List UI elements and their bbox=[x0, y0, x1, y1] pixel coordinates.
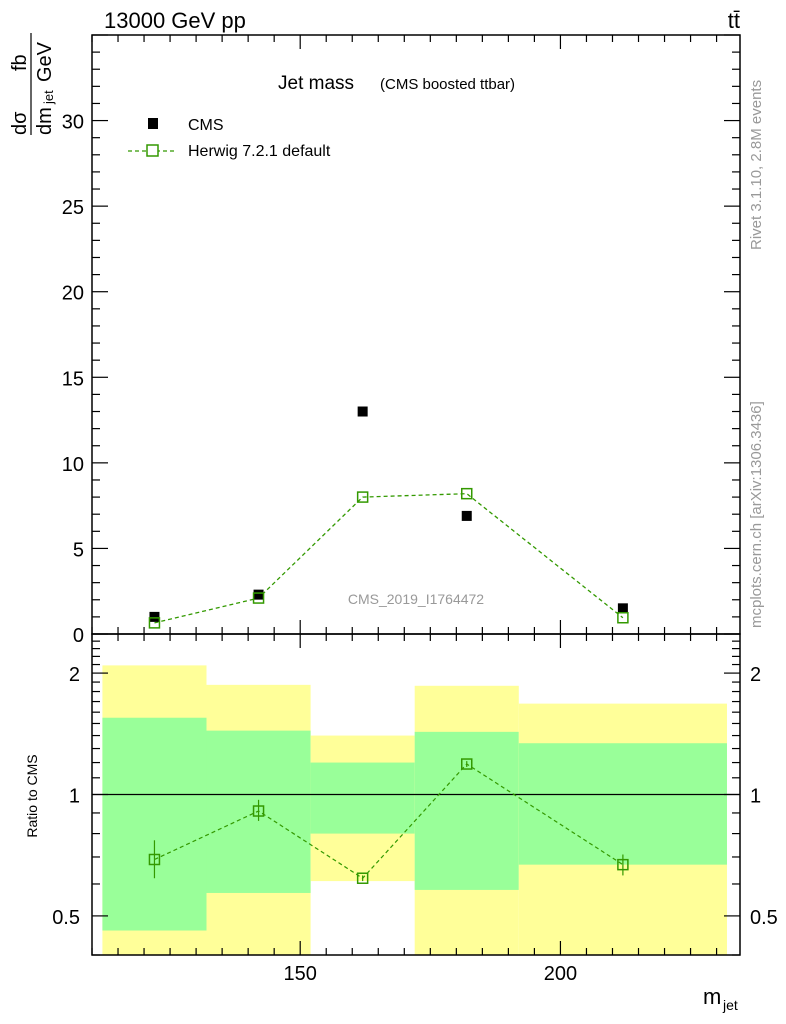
cms-point bbox=[461, 510, 472, 521]
ratio-y-tick-label-right: 2 bbox=[750, 664, 761, 686]
plot-title: Jet mass bbox=[278, 73, 354, 94]
ratio-y-tick-label: 0.5 bbox=[52, 907, 80, 929]
ratio-band-inner bbox=[102, 717, 207, 931]
herwig-point bbox=[356, 491, 369, 503]
rivet-version-label: Rivet 3.1.10, 2.8M events bbox=[748, 80, 765, 250]
herwig-point bbox=[252, 592, 265, 604]
ratio-ylabel: Ratio to CMS bbox=[24, 754, 40, 837]
legend-herwig-marker bbox=[146, 144, 159, 157]
y-tick-label: 30 bbox=[62, 112, 84, 134]
ratio-band-inner bbox=[310, 762, 415, 834]
y-tick-label: 20 bbox=[62, 283, 84, 305]
x-tick-label: 200 bbox=[544, 963, 577, 985]
legend-cms-label: CMS bbox=[188, 117, 224, 134]
ratio-y-tick-label-right: 0.5 bbox=[750, 907, 778, 929]
ratio-bands bbox=[102, 665, 727, 955]
y-tick-label: 10 bbox=[62, 454, 84, 476]
cms-point bbox=[253, 589, 264, 600]
ylabel-den: dm bbox=[34, 107, 56, 135]
cms-point bbox=[617, 603, 628, 614]
y-tick-label: 25 bbox=[62, 197, 84, 219]
herwig-point bbox=[460, 487, 473, 500]
legend-cms-marker bbox=[148, 118, 158, 129]
source-label: mcplots.cern.ch [arXiv:1306.3436] bbox=[748, 401, 765, 628]
ratio-band-inner bbox=[518, 743, 727, 865]
axes: 150 200 0 5 10 15 20 25 30 0.5 0.5 1 1 2 2 bbox=[52, 34, 778, 985]
y-tick-label: 15 bbox=[62, 368, 84, 390]
ratio-y-tick-label: 1 bbox=[69, 786, 80, 808]
main-ylabel: dσ dm jet fb GeV bbox=[9, 33, 56, 135]
y-tick-label: 0 bbox=[73, 625, 84, 647]
ratio-y-tick-label-right: 1 bbox=[750, 786, 761, 808]
herwig-point bbox=[617, 611, 629, 624]
ylabel-den-sub: jet bbox=[41, 90, 56, 105]
cms-point bbox=[149, 611, 160, 622]
yunit-num: fb bbox=[9, 54, 31, 71]
ratio-y-tick-label: 2 bbox=[69, 664, 80, 686]
y-tick-label: 5 bbox=[73, 539, 84, 561]
ratio-herwig-point bbox=[356, 872, 369, 884]
legend-herwig-label: Herwig 7.2.1 default bbox=[188, 143, 331, 160]
x-tick-label: 150 bbox=[284, 963, 317, 985]
data-marks bbox=[148, 406, 629, 884]
process-label: tt̄ bbox=[728, 8, 740, 33]
energy-label: 13000 GeV pp bbox=[104, 8, 246, 33]
herwig-point bbox=[148, 617, 161, 629]
ratio-band-inner bbox=[414, 731, 519, 890]
ratio-herwig-point bbox=[460, 758, 473, 770]
yunit-den: GeV bbox=[34, 41, 56, 82]
cms-point bbox=[357, 406, 368, 417]
herwig-line bbox=[154, 493, 624, 624]
ratio-herwig-point bbox=[252, 805, 265, 817]
analysis-watermark: CMS_2019_I1764472 bbox=[348, 591, 484, 607]
ylabel-num: dσ bbox=[9, 111, 31, 135]
xlabel-sub: jet bbox=[722, 997, 738, 1013]
ratio-herwig-point bbox=[617, 858, 629, 871]
xlabel: m bbox=[703, 984, 721, 1009]
plot-subtitle: (CMS boosted ttbar) bbox=[380, 76, 515, 93]
ratio-herwig-point bbox=[148, 853, 161, 866]
